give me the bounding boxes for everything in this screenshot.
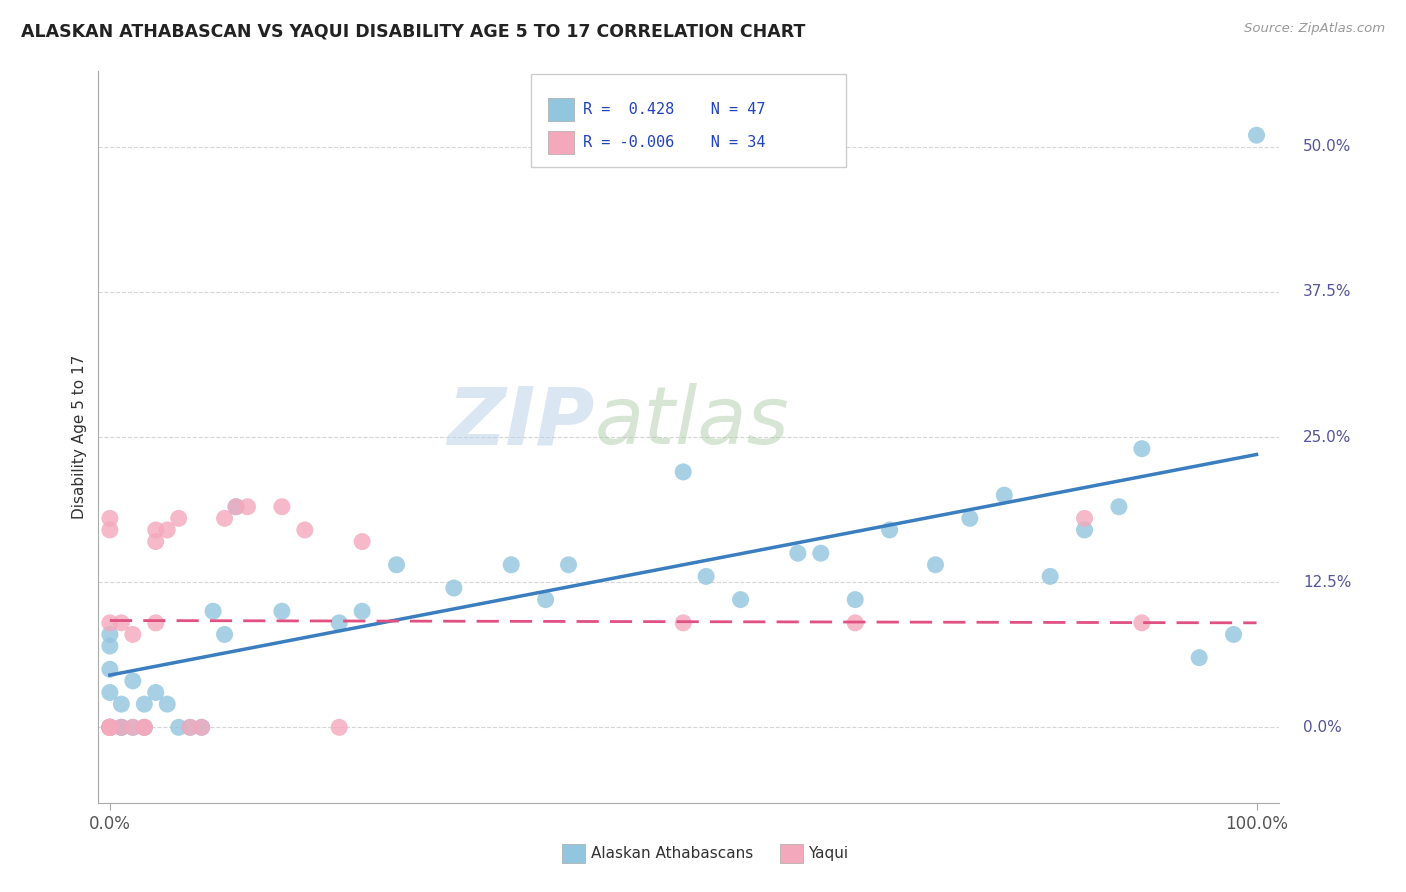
Point	[1130, 442, 1153, 456]
Text: ZIP: ZIP	[447, 384, 595, 461]
Point	[167, 511, 190, 525]
Point	[1130, 615, 1153, 630]
Text: 12.5%: 12.5%	[1303, 574, 1351, 590]
Point	[810, 546, 832, 560]
Point	[179, 720, 201, 734]
Point	[730, 592, 752, 607]
Point	[156, 697, 179, 711]
Point	[1246, 128, 1268, 143]
Point	[534, 592, 557, 607]
Point	[501, 558, 523, 572]
Point	[1108, 500, 1130, 514]
Point	[134, 720, 156, 734]
Text: 37.5%: 37.5%	[1303, 285, 1351, 300]
Point	[145, 523, 167, 537]
Point	[98, 662, 121, 676]
Point	[557, 558, 579, 572]
Point	[145, 615, 167, 630]
Point	[202, 604, 225, 618]
Point	[190, 720, 212, 734]
Point	[959, 511, 981, 525]
Point	[1188, 650, 1211, 665]
Point	[214, 627, 236, 641]
Point	[1039, 569, 1062, 583]
Point	[98, 720, 121, 734]
Point	[236, 500, 259, 514]
Point	[443, 581, 465, 595]
Point	[328, 615, 350, 630]
Point	[98, 685, 121, 699]
Point	[695, 569, 717, 583]
Point	[214, 511, 236, 525]
Point	[121, 720, 143, 734]
Y-axis label: Disability Age 5 to 17: Disability Age 5 to 17	[72, 355, 87, 519]
Text: R = -0.006    N = 34: R = -0.006 N = 34	[583, 136, 766, 150]
Point	[98, 720, 121, 734]
Point	[179, 720, 201, 734]
Point	[190, 720, 212, 734]
Point	[110, 615, 132, 630]
Text: 25.0%: 25.0%	[1303, 430, 1351, 444]
Point	[1073, 523, 1095, 537]
Point	[1073, 511, 1095, 525]
Point	[98, 627, 121, 641]
Point	[352, 604, 374, 618]
Point	[156, 523, 179, 537]
Point	[145, 534, 167, 549]
Point	[98, 720, 121, 734]
Point	[352, 534, 374, 549]
Point	[844, 592, 866, 607]
Text: atlas: atlas	[595, 384, 789, 461]
Point	[270, 604, 292, 618]
Point	[924, 558, 946, 572]
Point	[110, 697, 132, 711]
Point	[98, 523, 121, 537]
Point	[385, 558, 408, 572]
Point	[145, 685, 167, 699]
Point	[98, 720, 121, 734]
Point	[993, 488, 1015, 502]
Point	[328, 720, 350, 734]
Point	[110, 720, 132, 734]
Point	[672, 465, 695, 479]
Point	[672, 615, 695, 630]
Text: ALASKAN ATHABASCAN VS YAQUI DISABILITY AGE 5 TO 17 CORRELATION CHART: ALASKAN ATHABASCAN VS YAQUI DISABILITY A…	[21, 22, 806, 40]
Point	[786, 546, 808, 560]
Point	[98, 720, 121, 734]
Point	[110, 720, 132, 734]
Point	[294, 523, 316, 537]
Point	[98, 615, 121, 630]
Point	[225, 500, 247, 514]
Point	[134, 720, 156, 734]
Point	[98, 720, 121, 734]
Point	[844, 615, 866, 630]
Point	[98, 511, 121, 525]
Text: Alaskan Athabascans: Alaskan Athabascans	[591, 847, 752, 861]
Point	[167, 720, 190, 734]
Point	[110, 720, 132, 734]
Text: 50.0%: 50.0%	[1303, 139, 1351, 154]
Point	[98, 720, 121, 734]
Point	[134, 720, 156, 734]
Point	[1222, 627, 1244, 641]
Text: Yaqui: Yaqui	[808, 847, 849, 861]
Point	[879, 523, 901, 537]
Point	[270, 500, 292, 514]
Point	[225, 500, 247, 514]
Point	[121, 627, 143, 641]
Text: 0.0%: 0.0%	[1303, 720, 1341, 735]
Point	[121, 720, 143, 734]
Text: R =  0.428    N = 47: R = 0.428 N = 47	[583, 103, 766, 117]
Point	[98, 639, 121, 653]
Point	[98, 720, 121, 734]
Point	[121, 673, 143, 688]
Point	[134, 697, 156, 711]
Text: Source: ZipAtlas.com: Source: ZipAtlas.com	[1244, 22, 1385, 36]
Point	[98, 720, 121, 734]
Point	[98, 720, 121, 734]
